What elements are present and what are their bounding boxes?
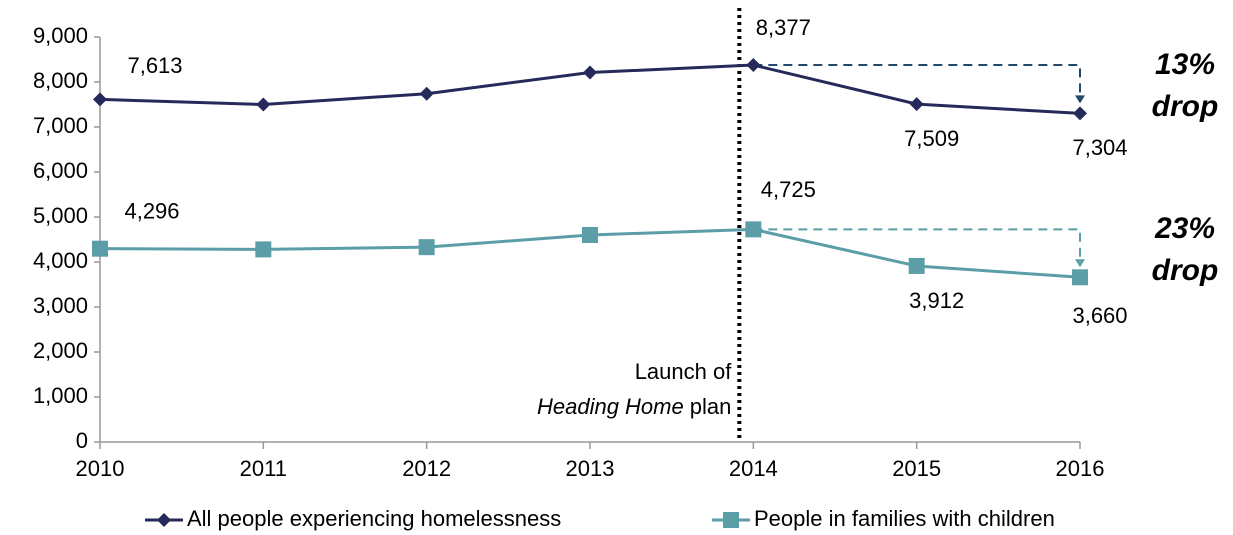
value-label: 4,725 (761, 177, 816, 202)
drop-arrow (753, 228, 1081, 262)
event-label: Launch of (635, 359, 733, 384)
marker (419, 86, 434, 101)
x-tick-label: 2016 (1056, 456, 1105, 481)
event-label: Heading Home plan (537, 394, 731, 419)
y-tick-label: 2,000 (33, 338, 88, 363)
drop-percent: 13% (1155, 48, 1215, 81)
drop-arrowhead (1075, 259, 1085, 268)
y-tick-label: 8,000 (33, 68, 88, 93)
marker (909, 97, 924, 112)
drop-word: drop (1152, 254, 1219, 287)
marker (1073, 106, 1087, 121)
value-label: 3,660 (1072, 303, 1127, 328)
marker (746, 58, 761, 73)
y-tick-label: 7,000 (33, 113, 88, 138)
x-tick-label: 2010 (76, 456, 125, 481)
x-tick-label: 2013 (566, 456, 615, 481)
marker (908, 257, 925, 274)
drop-arrowhead (1075, 95, 1085, 104)
marker (418, 239, 435, 256)
marker (255, 241, 272, 258)
event-label-rest: plan (690, 394, 732, 419)
value-label: 7,613 (127, 53, 182, 78)
y-tick-label: 0 (76, 428, 88, 453)
event-label-italic: Heading Home (537, 394, 684, 419)
x-tick-label: 2015 (892, 456, 941, 481)
value-label: 7,304 (1072, 135, 1127, 160)
legend-label: All people experiencing homelessness (187, 506, 561, 531)
marker (256, 97, 271, 112)
marker (93, 92, 107, 107)
marker (583, 65, 597, 80)
marker (745, 221, 762, 238)
marker (582, 227, 598, 243)
value-label: 3,912 (909, 288, 964, 313)
legend-marker (723, 512, 739, 528)
y-tick-label: 4,000 (33, 248, 88, 273)
drop-arrow (753, 64, 1081, 98)
marker (1072, 269, 1088, 286)
x-tick-label: 2011 (240, 456, 287, 481)
drop-percent: 23% (1154, 212, 1215, 245)
y-tick-label: 5,000 (33, 203, 88, 228)
drop-word: drop (1152, 90, 1219, 123)
y-tick-label: 6,000 (33, 158, 88, 183)
legend-label: People in families with children (754, 506, 1055, 531)
x-tick-label: 2012 (402, 456, 451, 481)
value-label: 8,377 (756, 15, 811, 40)
marker (92, 240, 108, 257)
y-tick-label: 9,000 (33, 23, 88, 48)
y-tick-label: 1,000 (33, 383, 88, 408)
legend-marker (157, 513, 171, 527)
value-label: 4,296 (124, 198, 179, 223)
x-tick-label: 2014 (729, 456, 778, 481)
value-label: 7,509 (904, 126, 959, 151)
y-tick-label: 3,000 (33, 293, 88, 318)
